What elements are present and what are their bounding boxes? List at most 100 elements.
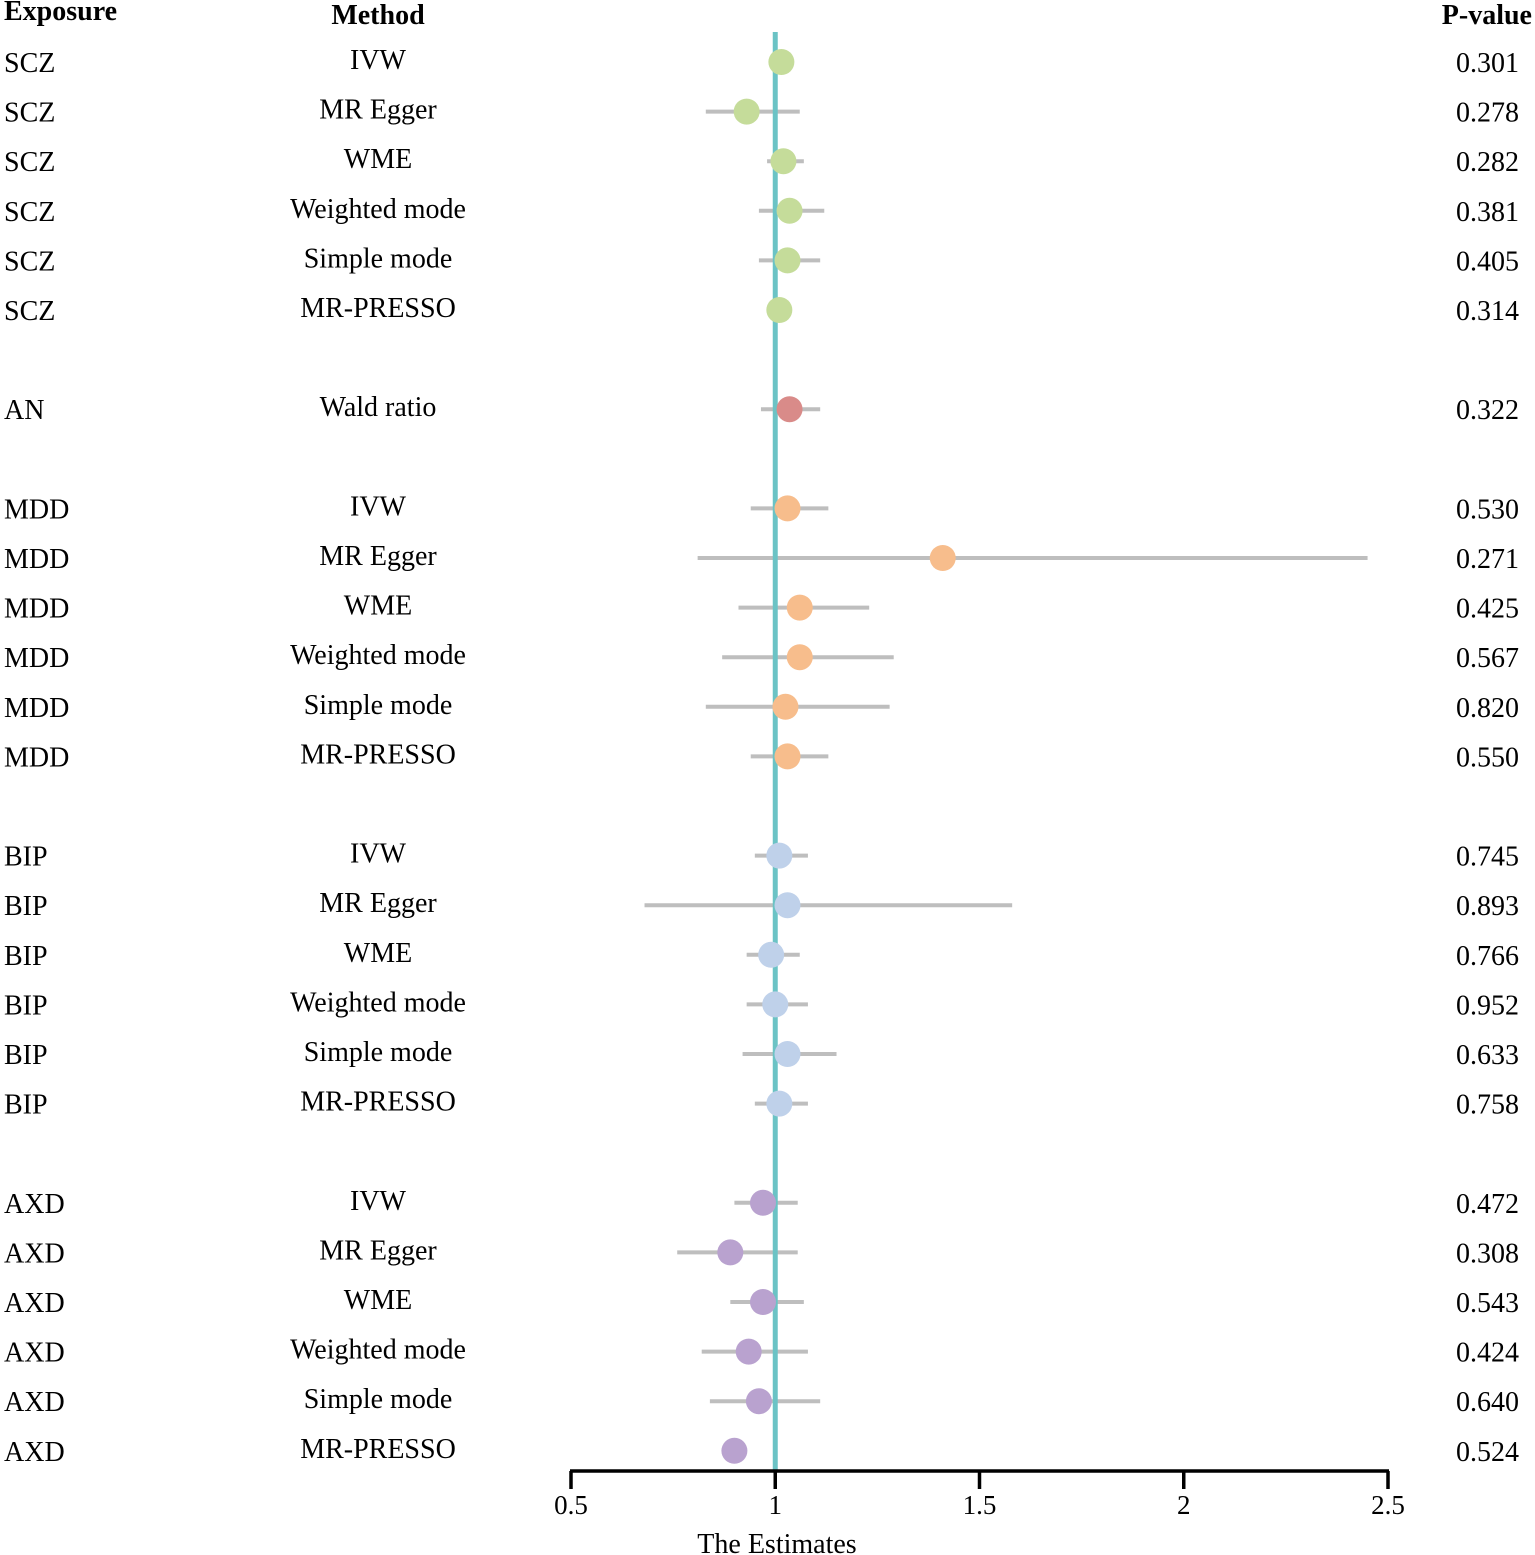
pvalue-label: 0.550 (1456, 742, 1519, 773)
point-estimate (745, 1388, 772, 1415)
method-label: WME (344, 144, 412, 175)
point-estimate (749, 1289, 776, 1315)
point-estimate (774, 1041, 801, 1067)
method-label: MR-PRESSO (300, 1087, 456, 1118)
method-label: Wald ratio (320, 392, 437, 423)
exposure-label: MDD (4, 693, 69, 724)
point-estimate (749, 1189, 776, 1216)
pvalue-label: 0.543 (1456, 1288, 1519, 1319)
exposure-label: SCZ (4, 98, 55, 129)
point-estimate (733, 98, 760, 125)
exposure-label: MDD (4, 643, 69, 674)
method-label: WME (344, 1285, 412, 1316)
x-tick-label: 2 (1177, 1490, 1191, 1520)
point-estimate (774, 743, 801, 770)
point-estimate (786, 644, 813, 671)
method-label: MR Egger (319, 95, 437, 126)
point-estimate (721, 1437, 748, 1464)
x-tick-label: 1.5 (963, 1490, 997, 1520)
pvalue-label: 0.405 (1456, 246, 1519, 277)
x-axis: 0.5 1 1.5 2 2.5 (554, 1469, 1405, 1520)
point-estimate (774, 495, 801, 522)
method-label: Weighted mode (290, 194, 466, 225)
pvalue-label: 0.745 (1456, 842, 1519, 873)
pvalue-label: 0.314 (1456, 296, 1519, 327)
method-column-header: Method (331, 0, 425, 31)
pvalue-label: 0.567 (1456, 643, 1519, 674)
exposure-label: BIP (4, 1040, 48, 1071)
exposure-label: MDD (4, 544, 69, 575)
point-estimate (766, 842, 793, 869)
point-estimate (772, 693, 799, 720)
method-label: MR Egger (319, 1235, 437, 1266)
forest-rows: SCZ IVW 0.301 SCZ MR Egger 0.278 SCZ WME 0.282 SC… (4, 45, 1519, 1468)
method-label: WME (344, 591, 412, 622)
point-estimate (776, 197, 803, 224)
method-label: MR Egger (319, 541, 437, 572)
pvalue-label: 0.758 (1456, 1090, 1519, 1121)
point-estimate (717, 1239, 744, 1266)
point-estimate (929, 545, 956, 571)
pvalue-label: 0.633 (1456, 1040, 1519, 1071)
pvalue-label: 0.308 (1456, 1238, 1519, 1269)
exposure-label: SCZ (4, 246, 55, 277)
pvalue-label: 0.424 (1456, 1338, 1519, 1369)
method-label: Simple mode (304, 690, 453, 721)
point-estimate (762, 991, 789, 1018)
x-axis-title: The Estimates (697, 1529, 856, 1555)
exposure-label: AXD (4, 1387, 65, 1418)
point-estimate (774, 247, 801, 274)
exposure-label: BIP (4, 842, 48, 873)
point-estimate (768, 49, 795, 75)
point-estimate (770, 148, 797, 175)
method-label: Weighted mode (290, 987, 466, 1018)
exposure-column-header: Exposure (4, 0, 117, 27)
pvalue-label: 0.820 (1456, 693, 1519, 724)
point-estimate (776, 396, 803, 423)
method-label: IVW (350, 45, 407, 76)
method-label: Weighted mode (290, 1335, 466, 1366)
x-tick-label: 2.5 (1371, 1490, 1405, 1520)
exposure-label: MDD (4, 742, 69, 773)
pvalue-label: 0.278 (1456, 98, 1519, 129)
pvalue-label: 0.530 (1456, 494, 1519, 525)
method-label: MR-PRESSO (300, 1434, 456, 1465)
exposure-label: SCZ (4, 48, 55, 79)
pvalue-label: 0.271 (1456, 544, 1519, 575)
pvalue-label: 0.322 (1456, 395, 1519, 426)
method-label: MR Egger (319, 888, 437, 919)
exposure-label: AXD (4, 1189, 65, 1220)
pvalue-label: 0.640 (1456, 1387, 1519, 1418)
method-label: Simple mode (304, 1384, 453, 1415)
pvalue-label: 0.766 (1456, 941, 1519, 972)
exposure-label: BIP (4, 941, 48, 972)
point-estimate (766, 297, 793, 323)
exposure-label: AXD (4, 1288, 65, 1319)
method-label: Weighted mode (290, 640, 466, 671)
point-estimate (735, 1338, 762, 1365)
exposure-label: AN (4, 395, 44, 426)
point-estimate (758, 941, 785, 968)
pvalue-label: 0.893 (1456, 891, 1519, 922)
point-estimates (717, 49, 956, 1464)
pvalue-label: 0.952 (1456, 990, 1519, 1021)
pvalue-label: 0.301 (1456, 48, 1519, 79)
exposure-label: BIP (4, 990, 48, 1021)
pvalue-label: 0.282 (1456, 147, 1519, 178)
exposure-label: AXD (4, 1238, 65, 1269)
exposure-label: SCZ (4, 197, 55, 228)
x-tick-label: 0.5 (554, 1490, 588, 1520)
exposure-label: AXD (4, 1338, 65, 1369)
exposure-label: MDD (4, 594, 69, 625)
method-label: IVW (350, 1186, 407, 1217)
pvalue-label: 0.425 (1456, 594, 1519, 625)
method-label: Simple mode (304, 1037, 453, 1068)
exposure-label: SCZ (4, 147, 55, 178)
method-label: MR-PRESSO (300, 293, 456, 324)
point-estimate (766, 1090, 793, 1117)
point-estimate (786, 594, 813, 621)
method-label: IVW (350, 491, 407, 522)
point-estimate (774, 892, 801, 919)
x-tick-label: 1 (769, 1490, 783, 1520)
